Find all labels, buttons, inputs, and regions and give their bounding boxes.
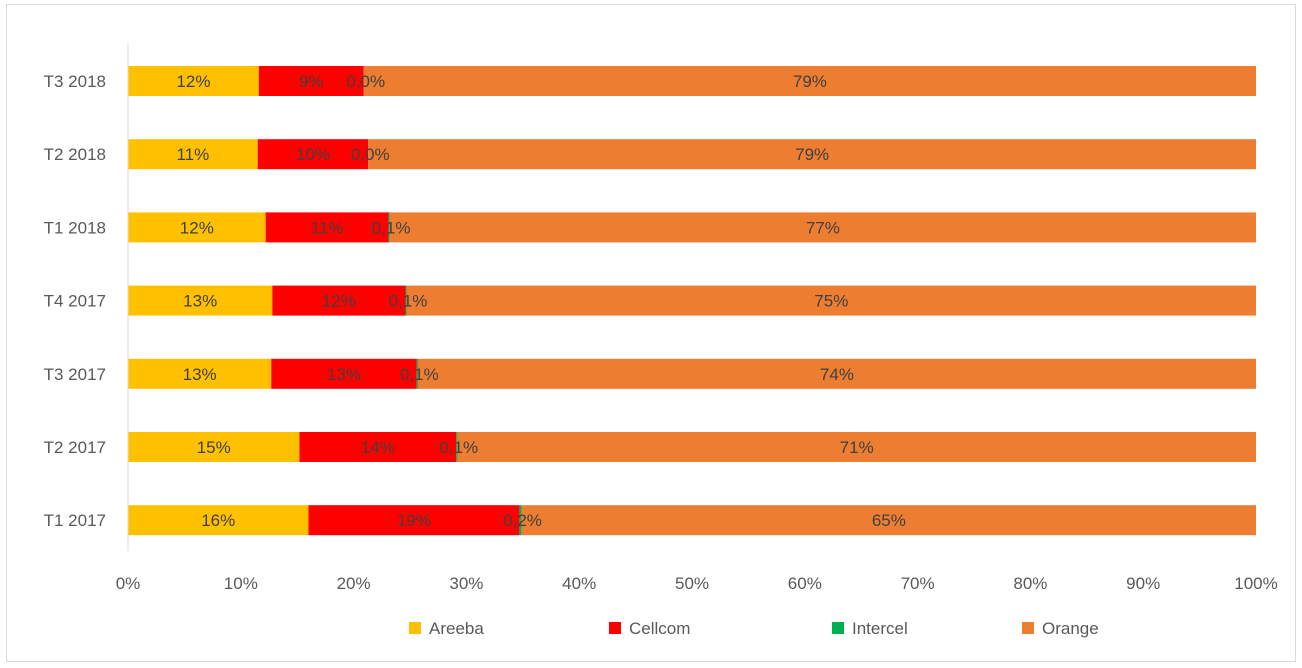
data-label-orange-t3-2017: 74% (820, 365, 854, 384)
x-tick-label-5: 50% (675, 574, 709, 593)
bar-cellcom-t2-2018 (257, 139, 369, 170)
chart-frame: 12% 9% 0,0% 79% 11% 10% 0,0% 79% 12% 11% 0,1% 77% 13… (6, 4, 1296, 662)
legend-swatch-orange (1022, 622, 1034, 634)
bar-orange-t3-2018 (363, 66, 1256, 96)
data-label-cellcom-t4-2017: 12% (322, 292, 356, 311)
x-tick-label-4: 40% (562, 574, 596, 593)
data-label-intercel-t1-2017: 0,2% (503, 511, 542, 530)
data-label-orange-t2-2018: 79% (795, 145, 829, 164)
legend-label-cellcom: Cellcom (629, 619, 690, 638)
bar-intercel-t1-2018 (388, 212, 390, 243)
bar-orange-t3-2017 (417, 358, 1256, 389)
bar-intercel-t3-2017 (416, 358, 418, 389)
category-label-t3-2017: T3 2017 (44, 365, 106, 384)
category-label-t2-2017: T2 2017 (44, 438, 106, 457)
bar-areeba-t2-2017 (128, 432, 300, 462)
data-label-intercel-t2-2018: 0,0% (351, 145, 390, 164)
data-label-orange-t4-2017: 75% (814, 292, 848, 311)
data-label-orange-t3-2018: 79% (793, 72, 827, 91)
data-label-areeba-t2-2018: 11% (176, 145, 209, 164)
bar-areeba-t3-2017 (128, 358, 272, 389)
data-label-areeba-t2-2017: 15% (197, 438, 231, 457)
bar-orange-t1-2017 (521, 505, 1256, 536)
data-label-cellcom-t3-2017: 13% (327, 365, 361, 384)
bar-cellcom-t2-2017 (299, 432, 457, 462)
data-label-intercel-t2-2017: 0,1% (439, 438, 478, 457)
bar-orange-t1-2018 (389, 212, 1256, 243)
data-label-areeba-t3-2017: 13% (183, 365, 217, 384)
data-label-cellcom-t3-2018: 9% (299, 72, 324, 91)
x-tick-label-1: 10% (224, 574, 258, 593)
data-label-orange-t1-2018: 77% (806, 218, 840, 237)
data-label-orange-t1-2017: 65% (872, 511, 906, 530)
x-tick-label-10: 100% (1234, 574, 1277, 593)
data-label-intercel-t3-2017: 0,1% (400, 365, 439, 384)
data-label-cellcom-t2-2018: 10% (296, 145, 330, 164)
x-tick-label-3: 30% (449, 574, 483, 593)
bar-intercel-t2-2017 (456, 432, 458, 462)
x-tick-label-6: 60% (788, 574, 822, 593)
bar-orange-t2-2017 (457, 432, 1257, 462)
data-labels-layer: 12% 9% 0,0% 79% 11% 10% 0,0% 79% 12% 11% 0,1% 77% 13… (176, 72, 905, 530)
x-tick-label-2: 20% (337, 574, 371, 593)
bar-areeba-t4-2017 (128, 285, 273, 316)
data-label-cellcom-t1-2017: 19% (397, 511, 431, 530)
legend-label-areeba: Areeba (429, 619, 484, 638)
legend-swatch-intercel (832, 622, 844, 634)
bar-areeba-t1-2017 (128, 505, 309, 536)
legend-label-orange: Orange (1042, 619, 1099, 638)
x-tick-label-7: 70% (901, 574, 935, 593)
x-tick-label-9: 90% (1126, 574, 1160, 593)
data-label-areeba-t3-2018: 12% (176, 72, 210, 91)
data-label-intercel-t1-2018: 0,1% (372, 218, 411, 237)
category-label-t3-2018: T3 2018 (44, 72, 106, 91)
data-label-cellcom-t2-2017: 14% (361, 438, 395, 457)
category-label-t4-2017: T4 2017 (44, 292, 106, 311)
bar-intercel-t1-2017 (519, 505, 522, 536)
data-label-areeba-t1-2018: 12% (180, 218, 214, 237)
bar-cellcom-t3-2017 (271, 358, 417, 389)
data-label-orange-t2-2017: 71% (840, 438, 874, 457)
x-tick-label-8: 80% (1013, 574, 1047, 593)
bar-orange-t2-2018 (368, 139, 1256, 170)
bar-orange-t4-2017 (406, 285, 1257, 316)
data-label-areeba-t4-2017: 13% (183, 292, 217, 311)
legend: Areeba Cellcom Intercel Orange (409, 619, 1099, 638)
legend-swatch-areeba (409, 622, 421, 634)
x-tick-label-0: 0% (116, 574, 141, 593)
data-label-areeba-t1-2017: 16% (201, 511, 235, 530)
bar-cellcom-t1-2018 (265, 212, 389, 243)
data-label-cellcom-t1-2018: 11% (311, 218, 344, 237)
bar-areeba-t1-2018 (128, 212, 266, 243)
bar-areeba-t2-2018 (128, 139, 258, 170)
category-label-t2-2018: T2 2018 (44, 145, 106, 164)
bar-areeba-t3-2018 (128, 66, 259, 96)
bar-intercel-t4-2017 (405, 285, 407, 316)
data-label-intercel-t4-2017: 0,1% (389, 292, 428, 311)
category-label-t1-2017: T1 2017 (44, 511, 106, 530)
bar-cellcom-t4-2017 (272, 285, 406, 316)
stacked-bar-chart: 12% 9% 0,0% 79% 11% 10% 0,0% 79% 12% 11% 0,1% 77% 13… (44, 43, 1278, 638)
data-label-intercel-t3-2018: 0,0% (346, 72, 385, 91)
bars-layer (128, 66, 1257, 536)
bar-cellcom-t3-2018 (258, 66, 364, 96)
axis-layer: T3 2018 T2 2018 T1 2018 T4 2017 T3 2017 T2 20… (44, 43, 1278, 593)
legend-swatch-cellcom (609, 622, 621, 634)
legend-label-intercel: Intercel (852, 619, 908, 638)
bar-cellcom-t1-2017 (308, 505, 520, 536)
category-label-t1-2018: T1 2018 (44, 218, 106, 237)
